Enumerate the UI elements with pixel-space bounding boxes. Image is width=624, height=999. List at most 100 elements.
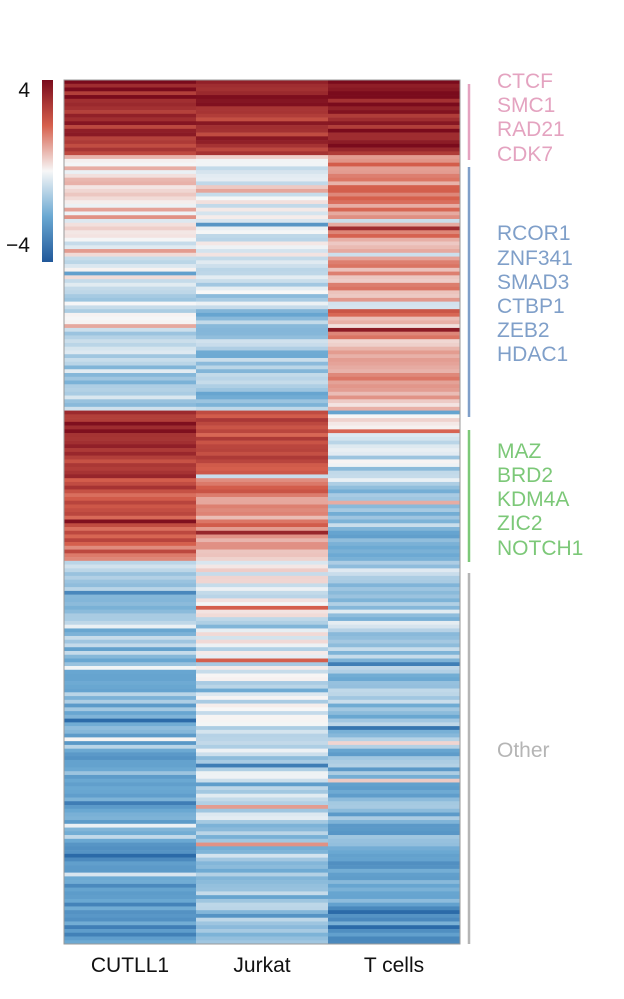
heatmap-cell [64,639,197,644]
heatmap-cell [328,545,461,550]
heatmap-cell [196,816,329,821]
heatmap-cell [328,249,461,254]
heatmap-cell [328,838,461,843]
heatmap-cell [328,684,461,689]
heatmap-cell [196,635,329,641]
heatmap-cell [328,245,461,250]
heatmap-cell [328,805,461,810]
heatmap-cell [64,872,197,877]
heatmap-cell [328,549,461,554]
heatmap-cell [328,662,461,667]
heatmap-cell [328,816,461,821]
heatmap-cell [64,113,197,118]
heatmap-cell [64,846,197,851]
color-scale-max-label: 4 [18,79,30,102]
heatmap-cell [64,444,197,449]
heatmap-cell [64,196,197,201]
heatmap-cell [64,222,197,227]
heatmap-cell [328,895,461,900]
heatmap-cell [196,880,329,885]
heatmap-cell [196,906,329,911]
heatmap-cell [64,744,197,749]
heatmap-cell [328,158,461,163]
heatmap-cell [196,256,329,261]
heatmap-cell [328,729,461,734]
heatmap-cell [196,857,329,862]
heatmap-cell [64,913,197,919]
heatmap-cell [64,921,197,926]
heatmap-cell [328,237,461,242]
heatmap-cell [196,309,329,314]
row-group-annotations: CTCF SMC1 RAD21 CDK7 RCOR1 ZNF341 SMAD3 … [467,70,583,944]
heatmap-cell [64,433,197,438]
heatmap-cell [328,365,461,370]
heatmap-cell [64,910,197,915]
heatmap-cell [328,737,461,742]
heatmap-cell [196,478,329,483]
heatmap-cell [328,87,461,92]
heatmap-cell [64,316,197,321]
heatmap-cell [196,538,329,543]
heatmap-cell [64,684,197,689]
heatmap-cell [328,508,461,513]
heatmap-cell [64,662,197,667]
heatmap-cell [328,752,461,757]
heatmap-cell [64,406,197,411]
heatmap-cell [64,106,197,111]
heatmap-cell [196,365,329,370]
heatmap-cell [64,703,197,708]
heatmap-cell [196,831,329,836]
heatmap-cell [196,181,329,186]
heatmap-cell [328,95,461,100]
heatmap-cell [64,271,197,276]
heatmap-cell [196,110,329,115]
heatmap-cell [328,812,461,817]
heatmap-cell [196,913,329,919]
heatmap-cell [64,110,197,115]
heatmap-cell [328,433,461,438]
heatmap-cell [328,718,461,723]
heatmap-cell [328,177,461,182]
heatmap-cell [196,339,329,344]
heatmap-cell [328,872,461,877]
heatmap-cell [64,692,197,697]
heatmap-cell [196,403,329,408]
heatmap-cell [328,211,461,216]
heatmap-cell [196,207,329,212]
heatmap-cell [196,722,329,727]
heatmap-cell [64,151,197,156]
heatmap-cell [64,515,197,520]
heatmap-cell [64,496,197,502]
column-labels: CUTLL1 Jurkat T cells [91,954,424,977]
heatmap-cell [64,158,197,163]
heatmap-cell [64,722,197,727]
heatmap-cell [328,294,461,299]
heatmap-cell [328,850,461,855]
heatmap-cell [196,388,329,393]
heatmap-cell [328,587,461,592]
heatmap-cell [196,335,329,340]
heatmap-cell [328,861,461,866]
heatmap-cell [64,666,197,671]
heatmap-cell [328,421,461,426]
heatmap-cell [64,940,197,945]
heatmap-cell [196,549,329,554]
heatmap-cell [64,279,197,284]
heatmap-cell [196,564,329,569]
heatmap-cell [196,192,329,197]
heatmap-cell [328,906,461,911]
heatmap-cell [196,865,329,870]
heatmap-cell [64,523,197,528]
gene-label-ctcf: CTCF [497,70,553,93]
heatmap-cell [196,835,329,840]
heatmap-cell [328,113,461,118]
heatmap-cell [328,200,461,205]
heatmap-cell [328,928,461,934]
color-scale-bar [42,80,53,262]
heatmap-cell [196,282,329,287]
heatmap-cell [328,789,461,795]
heatmap-cell [64,403,197,408]
heatmap-cell [196,617,329,622]
heatmap-cell [328,504,461,509]
